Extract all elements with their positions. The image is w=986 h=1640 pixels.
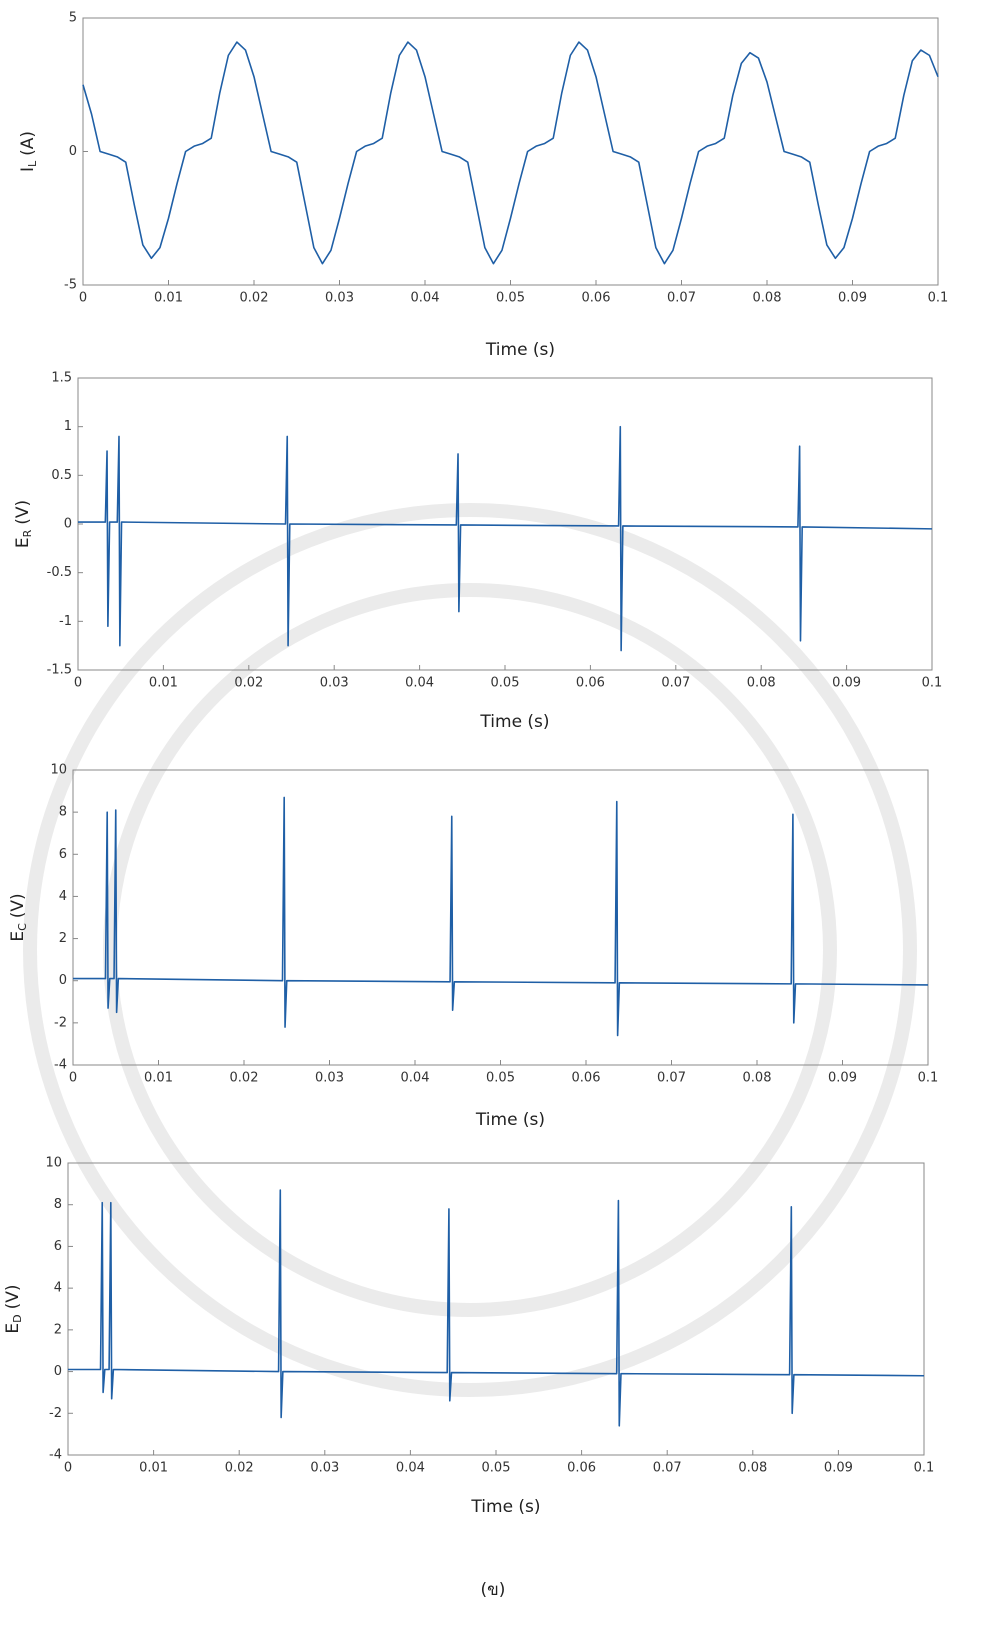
- caption: (ข): [481, 1580, 506, 1600]
- x-tick-label: 0.08: [753, 291, 782, 306]
- y-tick-label: 0.5: [51, 468, 72, 483]
- x-tick-label: 0.05: [496, 291, 525, 306]
- x-axis-label: Time (s): [479, 712, 549, 732]
- x-tick-label: 0.01: [144, 1071, 173, 1086]
- data-line: [82, 41, 939, 265]
- y-axis-label: ED (V): [3, 1284, 24, 1333]
- y-tick-label: 6: [54, 1239, 62, 1254]
- y-tick-label: 0: [69, 144, 77, 159]
- y-label-subscript: C: [16, 923, 29, 931]
- y-axis-label: ER (V): [13, 500, 34, 548]
- y-label-base: E: [13, 537, 33, 548]
- x-tick-label: 0.03: [315, 1071, 344, 1086]
- x-tick-label: 0.01: [154, 291, 183, 306]
- watermark: [23, 503, 917, 1397]
- y-tick-label: 4: [59, 889, 67, 904]
- y-tick-label: 2: [59, 931, 67, 946]
- x-tick-label: 0.07: [657, 1071, 686, 1086]
- plot-frame: [77, 377, 933, 671]
- y-tick-label: 0: [54, 1364, 62, 1379]
- y-label-base: E: [8, 931, 28, 942]
- plot-frame: [82, 17, 939, 286]
- y-tick-label: 1: [64, 419, 72, 434]
- y-tick-label: 8: [59, 805, 67, 820]
- y-tick-label: 10: [45, 1156, 62, 1171]
- x-tick-label: 0.03: [320, 676, 349, 691]
- y-tick-label: -1: [59, 614, 72, 629]
- x-tick-label: 0.02: [240, 291, 269, 306]
- x-axis-label: Time (s): [470, 1497, 540, 1517]
- x-tick-label: 0.09: [828, 1071, 857, 1086]
- data-line: [73, 796, 929, 1037]
- x-tick-label: 0.1: [918, 1071, 939, 1086]
- x-tick-label: 0: [74, 676, 82, 691]
- x-tick-label: 0.07: [667, 291, 696, 306]
- y-label-unit: (A): [18, 131, 38, 156]
- y-tick-label: 2: [54, 1322, 62, 1337]
- x-tick-label: 0.1: [922, 676, 943, 691]
- y-tick-label: 0: [64, 517, 72, 532]
- x-tick-label: 0.02: [230, 1071, 259, 1086]
- x-tick-label: 0: [79, 291, 87, 306]
- y-label-subscript: R: [21, 529, 34, 537]
- x-tick-label: 0.08: [747, 676, 776, 691]
- y-tick-label: -4: [54, 1058, 67, 1073]
- x-tick-label: 0.05: [491, 676, 520, 691]
- y-label-unit: (V): [13, 500, 33, 525]
- y-tick-label: 4: [54, 1281, 62, 1296]
- x-tick-label: 0.03: [325, 291, 354, 306]
- y-label-unit: (V): [3, 1284, 23, 1309]
- x-tick-label: 0.04: [411, 291, 440, 306]
- x-tick-label: 0.06: [572, 1071, 601, 1086]
- x-tick-label: 0.07: [653, 1461, 682, 1476]
- x-axis-label: Time (s): [475, 1110, 545, 1130]
- x-tick-label: 0: [64, 1461, 72, 1476]
- x-axis-label: Time (s): [485, 340, 555, 360]
- x-tick-label: 0.05: [486, 1071, 515, 1086]
- x-tick-label: 0.06: [576, 676, 605, 691]
- y-tick-label: 5: [69, 11, 77, 26]
- x-tick-label: 0.07: [661, 676, 690, 691]
- y-tick-label: 1.5: [51, 371, 72, 386]
- y-label-subscript: D: [11, 1314, 24, 1322]
- x-tick-label: 0.02: [234, 676, 263, 691]
- y-tick-label: -1.5: [47, 663, 72, 678]
- x-tick-label: 0: [69, 1071, 77, 1086]
- y-tick-label: 6: [59, 847, 67, 862]
- y-tick-label: -4: [49, 1448, 62, 1463]
- x-tick-label: 0.01: [139, 1461, 168, 1476]
- data-line: [78, 425, 933, 652]
- x-tick-label: 0.09: [824, 1461, 853, 1476]
- y-tick-label: -5: [64, 278, 77, 293]
- y-tick-label: -0.5: [47, 565, 72, 580]
- data-line: [68, 1189, 925, 1427]
- x-tick-label: 0.08: [738, 1461, 767, 1476]
- x-tick-label: 0.04: [396, 1461, 425, 1476]
- x-tick-label: 0.06: [582, 291, 611, 306]
- x-tick-label: 0.1: [914, 1461, 935, 1476]
- y-axis-label: IL (A): [18, 131, 39, 172]
- x-tick-label: 0.02: [225, 1461, 254, 1476]
- x-tick-label: 0.09: [832, 676, 861, 691]
- x-tick-label: 0.09: [838, 291, 867, 306]
- y-tick-label: 8: [54, 1197, 62, 1212]
- y-label-unit: (V): [8, 893, 28, 918]
- y-tick-label: -2: [49, 1406, 62, 1421]
- y-label-base: E: [3, 1323, 23, 1334]
- y-tick-label: 10: [50, 763, 67, 778]
- y-tick-label: 0: [59, 973, 67, 988]
- y-label-base: I: [18, 167, 38, 172]
- x-tick-label: 0.05: [482, 1461, 511, 1476]
- x-tick-label: 0.04: [405, 676, 434, 691]
- x-tick-label: 0.04: [401, 1071, 430, 1086]
- x-tick-label: 0.08: [743, 1071, 772, 1086]
- x-tick-label: 0.01: [149, 676, 178, 691]
- y-axis-label: EC (V): [8, 893, 29, 941]
- x-tick-label: 0.1: [928, 291, 949, 306]
- x-tick-label: 0.03: [310, 1461, 339, 1476]
- y-tick-label: -2: [54, 1015, 67, 1030]
- y-label-subscript: L: [26, 160, 39, 167]
- x-tick-label: 0.06: [567, 1461, 596, 1476]
